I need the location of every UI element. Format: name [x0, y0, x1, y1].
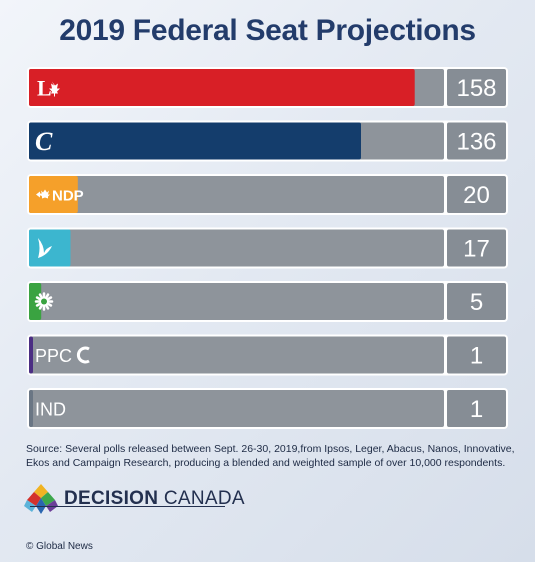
bar-row-ppc: 1 PPC: [27, 334, 508, 376]
bar-row-g: 5: [27, 281, 508, 322]
bar-l: [29, 69, 415, 106]
ndp-logo-text: NDP: [52, 188, 84, 205]
value-box: [447, 229, 506, 267]
brand-name: DECISION CANADA: [64, 488, 245, 509]
value-box: [447, 283, 506, 320]
ind-label: IND: [35, 400, 66, 420]
bar-track: [29, 336, 444, 374]
credit-text: © Global News: [26, 541, 93, 552]
bar-ind: [29, 390, 33, 427]
decision-canada-mark-icon: [24, 484, 58, 514]
value-label: 136: [456, 129, 496, 156]
bar-row-ind: 1 IND: [27, 388, 508, 429]
brand-underline: [30, 506, 225, 507]
value-box: [447, 176, 506, 213]
value-label: 1: [470, 343, 483, 370]
value-label: 5: [470, 289, 483, 316]
conservative-logo-icon: C: [35, 127, 53, 156]
value-box: [447, 122, 506, 160]
bar-ppc: [29, 336, 33, 374]
value-box: [447, 390, 506, 427]
bloc-logo-icon: [38, 238, 52, 258]
bar-c: [29, 122, 361, 160]
value-box: [447, 69, 506, 106]
bar-row-l: 158 L: [27, 67, 508, 108]
bar-track: [29, 390, 444, 427]
source-note: Source: Several polls released between S…: [26, 443, 515, 469]
decision-canada-logo: DECISION CANADA: [24, 484, 245, 514]
value-label: 1: [470, 396, 483, 423]
value-label: 20: [463, 182, 490, 209]
liberal-logo-icon: L: [37, 76, 52, 101]
value-box: [447, 336, 506, 374]
maple-leaf-icon: [49, 81, 60, 97]
chart-title: 2019 Federal Seat Projections: [59, 14, 476, 47]
bar-track: [29, 283, 444, 320]
ppc-logo-icon: [76, 346, 90, 364]
bar-track: [29, 176, 444, 213]
bar-row-ndp: 20 NDP: [27, 174, 508, 215]
bar-row-b: 17: [27, 227, 508, 269]
ppc-logo-text: PPC: [35, 346, 72, 366]
seat-projection-chart: 158 L 136 C 20 NDP 17 5 1 PPC 1 IND: [27, 67, 508, 429]
green-logo-icon: [34, 292, 54, 311]
value-label: 17: [463, 236, 490, 263]
ndp-logo-icon: [36, 189, 50, 199]
green-center: [41, 298, 47, 305]
value-label: 158: [456, 75, 496, 102]
bar-ndp: [29, 176, 78, 213]
bar-row-c: 136 C: [27, 120, 508, 162]
bar-track: [29, 229, 444, 267]
